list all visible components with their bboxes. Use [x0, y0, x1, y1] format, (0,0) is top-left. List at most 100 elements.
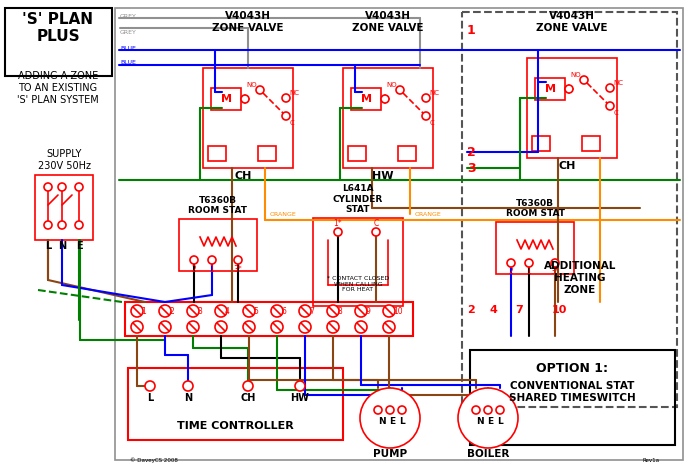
- Bar: [532, 136, 550, 151]
- Circle shape: [131, 305, 143, 317]
- Text: ADDITIONAL
HEATING
ZONE: ADDITIONAL HEATING ZONE: [544, 262, 616, 294]
- Text: ADDING A ZONE
TO AN EXISTING
'S' PLAN SYSTEM: ADDING A ZONE TO AN EXISTING 'S' PLAN SY…: [17, 72, 99, 105]
- Bar: [348, 146, 366, 161]
- Circle shape: [75, 221, 83, 229]
- Text: 1*: 1*: [334, 219, 342, 228]
- Bar: [496, 222, 574, 274]
- Circle shape: [484, 406, 492, 414]
- Text: NO: NO: [386, 82, 397, 88]
- Bar: [208, 146, 226, 161]
- Circle shape: [243, 305, 255, 317]
- Text: N: N: [184, 393, 192, 403]
- Text: 6: 6: [281, 307, 286, 315]
- Circle shape: [159, 305, 171, 317]
- Text: M: M: [221, 94, 232, 104]
- Circle shape: [327, 321, 339, 333]
- Circle shape: [190, 256, 198, 264]
- Bar: [313, 218, 403, 306]
- Text: V4043H
ZONE VALVE: V4043H ZONE VALVE: [213, 11, 284, 33]
- Text: SUPPLY
230V 50Hz: SUPPLY 230V 50Hz: [37, 149, 90, 171]
- Text: 9: 9: [365, 307, 370, 315]
- Circle shape: [372, 228, 380, 236]
- Text: Rev1a: Rev1a: [643, 458, 660, 462]
- Bar: [128, 368, 343, 440]
- Circle shape: [327, 305, 339, 317]
- Text: N: N: [58, 241, 66, 251]
- Text: 3*: 3*: [234, 264, 242, 273]
- Circle shape: [383, 321, 395, 333]
- Text: L: L: [497, 417, 503, 426]
- Bar: [211, 88, 241, 110]
- Circle shape: [299, 305, 311, 317]
- Text: TIME CONTROLLER: TIME CONTROLLER: [177, 421, 294, 431]
- Circle shape: [565, 85, 573, 93]
- Text: 3: 3: [197, 307, 202, 315]
- Text: 2: 2: [509, 268, 513, 277]
- Circle shape: [187, 305, 199, 317]
- Text: ORANGE: ORANGE: [415, 212, 442, 217]
- Circle shape: [282, 112, 290, 120]
- Text: 1: 1: [141, 307, 146, 315]
- Text: GREY: GREY: [120, 14, 137, 19]
- Circle shape: [496, 406, 504, 414]
- Circle shape: [131, 321, 143, 333]
- Bar: [527, 58, 617, 158]
- Circle shape: [159, 321, 171, 333]
- Circle shape: [44, 221, 52, 229]
- Circle shape: [295, 381, 305, 391]
- Circle shape: [606, 102, 614, 110]
- Text: CH: CH: [240, 393, 256, 403]
- Text: GREY: GREY: [120, 30, 137, 36]
- Circle shape: [422, 94, 430, 102]
- Text: NO: NO: [247, 82, 257, 88]
- Bar: [582, 136, 600, 151]
- Circle shape: [208, 256, 216, 264]
- Text: NC: NC: [429, 90, 439, 96]
- Text: CH: CH: [235, 171, 252, 181]
- Text: 7: 7: [309, 307, 314, 315]
- Circle shape: [282, 94, 290, 102]
- Text: 8: 8: [337, 307, 342, 315]
- Text: C: C: [290, 120, 295, 126]
- Text: E: E: [76, 241, 82, 251]
- Text: V4043H
ZONE VALVE: V4043H ZONE VALVE: [536, 11, 608, 33]
- Text: T6360B
ROOM STAT: T6360B ROOM STAT: [188, 196, 248, 215]
- Circle shape: [355, 321, 367, 333]
- Text: CH: CH: [558, 161, 575, 171]
- Bar: [5, 8, 112, 76]
- Circle shape: [386, 406, 394, 414]
- Text: C: C: [430, 120, 435, 126]
- Circle shape: [271, 321, 283, 333]
- Text: 'S' PLAN
PLUS: 'S' PLAN PLUS: [23, 12, 94, 44]
- Text: 2: 2: [467, 305, 475, 315]
- Text: 10: 10: [393, 307, 403, 315]
- Bar: [125, 302, 413, 336]
- Circle shape: [396, 86, 404, 94]
- Text: 4: 4: [225, 307, 230, 315]
- Circle shape: [355, 305, 367, 317]
- Bar: [35, 175, 93, 240]
- Circle shape: [374, 406, 382, 414]
- Circle shape: [234, 256, 242, 264]
- Text: NC: NC: [613, 80, 623, 86]
- Circle shape: [360, 388, 420, 448]
- Text: V4043H
ZONE VALVE: V4043H ZONE VALVE: [353, 11, 424, 33]
- Text: L: L: [147, 393, 153, 403]
- Text: 10: 10: [552, 305, 567, 315]
- Text: BLUE: BLUE: [120, 45, 136, 51]
- Text: BOILER: BOILER: [467, 449, 509, 459]
- Text: NC: NC: [289, 90, 299, 96]
- Circle shape: [458, 388, 518, 448]
- Bar: [398, 146, 416, 161]
- Text: © DaveyCS 2008: © DaveyCS 2008: [130, 457, 178, 463]
- Bar: [343, 68, 433, 168]
- Circle shape: [507, 259, 515, 267]
- Text: 3: 3: [467, 161, 475, 175]
- Text: HW: HW: [372, 171, 394, 181]
- Bar: [203, 68, 293, 168]
- Bar: [115, 8, 683, 460]
- Text: BLUE: BLUE: [120, 59, 136, 65]
- Text: E: E: [389, 417, 395, 426]
- Circle shape: [58, 221, 66, 229]
- Text: 1: 1: [467, 23, 475, 37]
